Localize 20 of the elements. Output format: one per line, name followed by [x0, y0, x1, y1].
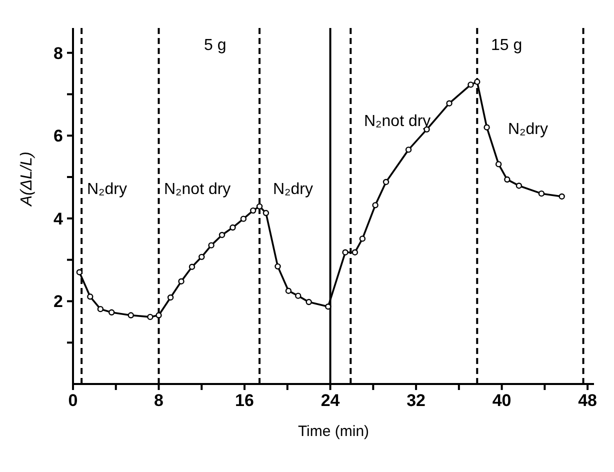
y-tick-label: 2	[54, 292, 63, 312]
x-tick-label: 32	[406, 391, 426, 410]
y-tick-label: 8	[54, 44, 63, 63]
y-tick-label: 4	[54, 209, 64, 228]
x-tick-label: 40	[492, 391, 512, 410]
x-tick-label: 48	[578, 391, 598, 410]
annotation: 15 g	[491, 37, 522, 54]
y-axis-title: A(ΔL/L)	[18, 152, 36, 207]
x-axis-title: Time (min)	[298, 423, 370, 440]
annotation: N₂not dry	[164, 181, 231, 198]
annotation: N₂not dry	[364, 113, 431, 130]
annotation: N₂dry	[87, 181, 127, 198]
x-tick-label: 0	[68, 391, 78, 410]
x-tick-label: 8	[154, 391, 164, 410]
y-tick-label: 6	[54, 126, 63, 146]
x-tick-label: 24	[320, 391, 340, 410]
annotation: N₂dry	[508, 121, 548, 138]
x-tick-label: 16	[235, 391, 254, 410]
annotation: N₂dry	[273, 181, 313, 198]
annotation: 5 g	[204, 37, 226, 54]
